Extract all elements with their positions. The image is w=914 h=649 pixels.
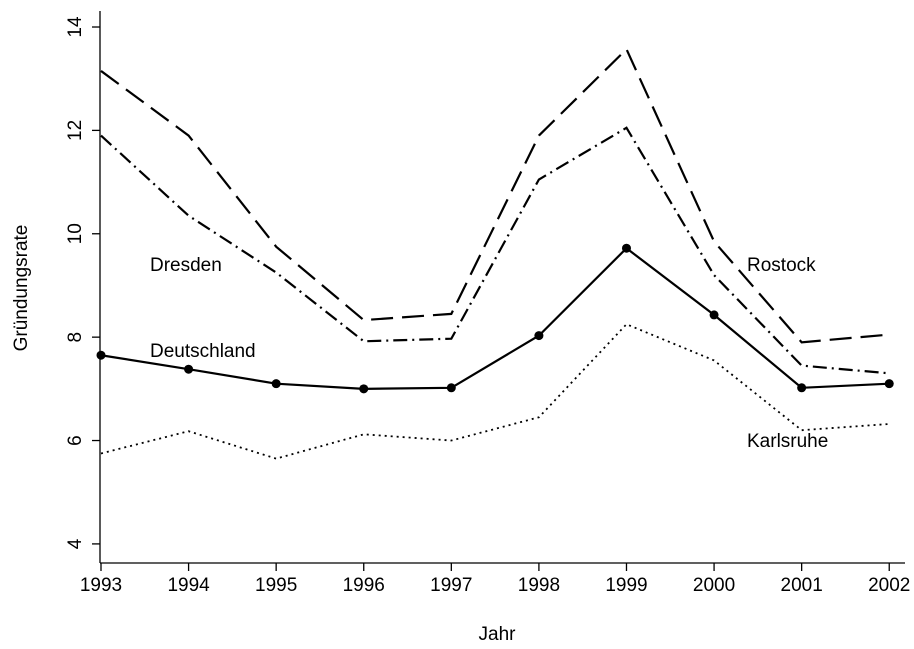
point xyxy=(446,383,456,393)
point xyxy=(797,383,807,393)
x-tick-label: 1999 xyxy=(605,575,647,596)
y-tick-label: 14 xyxy=(65,16,86,38)
y-axis-label: Gründungsrate xyxy=(11,225,32,352)
x-tick-label: 2000 xyxy=(693,575,735,596)
point xyxy=(271,379,281,389)
y-tick-label: 4 xyxy=(65,538,86,549)
line xyxy=(100,47,890,344)
y-tick-label: 6 xyxy=(65,435,86,446)
series-label: Dresden xyxy=(150,255,222,276)
point xyxy=(96,350,106,360)
point xyxy=(184,364,194,374)
point xyxy=(621,243,631,253)
point xyxy=(709,310,719,320)
series-label: Deutschland xyxy=(150,341,256,362)
x-axis-label: Jahr xyxy=(479,624,517,645)
x-tick-label: 1993 xyxy=(80,575,122,596)
point xyxy=(359,384,369,394)
line xyxy=(100,126,890,375)
line xyxy=(100,246,890,390)
y-tick-label: 10 xyxy=(65,223,86,244)
point xyxy=(534,331,544,341)
x-tick-label: 1996 xyxy=(343,575,385,596)
series-label: Karlsruhe xyxy=(747,431,828,452)
x-tick-label: 1997 xyxy=(430,575,472,596)
y-tick-label: 8 xyxy=(65,332,86,343)
x-tick-label: 1994 xyxy=(167,575,210,596)
point xyxy=(884,379,894,389)
series-label: Rostock xyxy=(747,255,816,276)
x-tick-label: 2002 xyxy=(868,575,910,596)
x-tick-label: 2001 xyxy=(781,575,823,596)
x-tick-label: 1998 xyxy=(518,575,560,596)
x-tick-label: 1995 xyxy=(255,575,297,596)
y-tick-label: 12 xyxy=(65,120,86,141)
